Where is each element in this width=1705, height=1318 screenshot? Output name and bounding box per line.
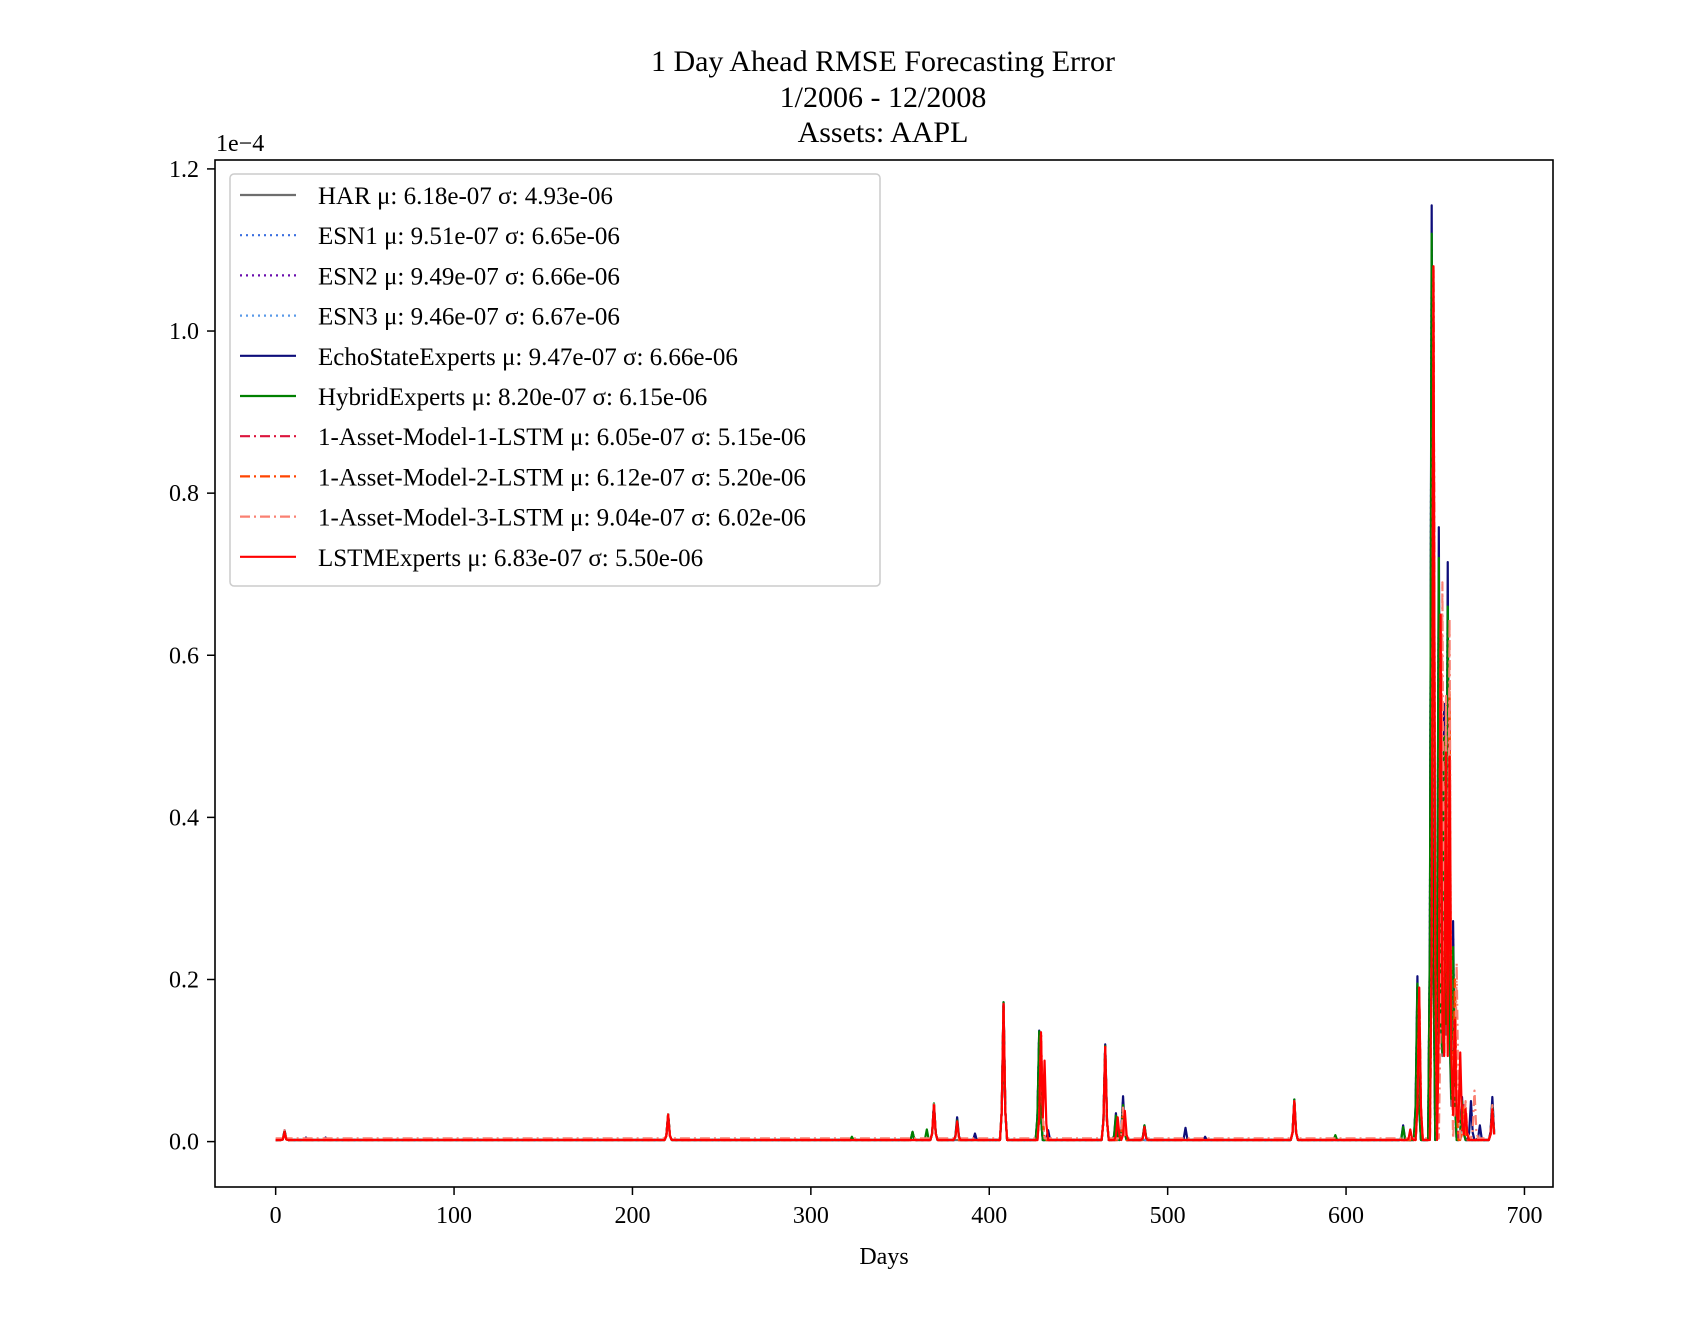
x-tick-label: 600	[1328, 1203, 1364, 1229]
chart-title-line-3: Assets: AAPL	[798, 116, 969, 149]
x-tick-label: 500	[1150, 1203, 1186, 1229]
series-layer	[275, 204, 1496, 1142]
legend-box	[229, 173, 881, 587]
y-tick-label: 0.4	[169, 805, 199, 831]
legend-label: EchoStateExperts μ: 9.47e-07 σ: 6.66e-06	[318, 344, 738, 371]
y-tick-label: 0.2	[169, 967, 199, 993]
x-tick-label: 700	[1506, 1203, 1542, 1229]
legend-label: ESN2 μ: 9.49e-07 σ: 6.66e-06	[318, 263, 620, 290]
legend-label: ESN1 μ: 9.51e-07 σ: 6.65e-06	[318, 223, 620, 250]
y-tick-label: 0.6	[169, 643, 199, 669]
x-axis-label: Days	[859, 1244, 908, 1270]
x-tick-label: 200	[614, 1203, 650, 1229]
legend-label: LSTMExperts μ: 6.83e-07 σ: 5.50e-06	[318, 545, 703, 572]
y-tick-label: 0.0	[169, 1130, 199, 1156]
y-offset-label: 1e−4	[216, 131, 264, 157]
series-line-9	[275, 265, 1496, 1140]
legend-label: HAR μ: 6.18e-07 σ: 4.93e-06	[318, 183, 613, 210]
x-tick-label: 100	[436, 1203, 472, 1229]
legend-label: HybridExperts μ: 8.20e-07 σ: 6.15e-06	[318, 384, 707, 411]
chart-title: 1 Day Ahead RMSE Forecasting Error 1/200…	[651, 45, 1115, 149]
legend: HAR μ: 6.18e-07 σ: 4.93e-06 ESN1 μ: 9.51e…	[229, 173, 881, 587]
legend-label: 1-Asset-Model-1-LSTM μ: 6.05e-07 σ: 5.15…	[318, 424, 806, 451]
y-axis: 0.0 0.2 0.4 0.6 0.8 1.0 1.2	[169, 157, 215, 1156]
x-tick-label: 300	[793, 1203, 829, 1229]
x-tick-label: 0	[270, 1203, 282, 1229]
x-tick-label: 400	[971, 1203, 1007, 1229]
legend-label: 1-Asset-Model-3-LSTM μ: 9.04e-07 σ: 6.02…	[318, 505, 806, 532]
y-tick-label: 1.0	[169, 319, 199, 345]
chart-title-line-2: 1/2006 - 12/2008	[780, 81, 987, 114]
legend-label: 1-Asset-Model-2-LSTM μ: 6.12e-07 σ: 5.20…	[318, 464, 806, 491]
x-axis: 0 100 200 300 400 500 600 700	[270, 1187, 1542, 1229]
series-line-10	[275, 265, 1496, 1142]
y-tick-label: 1.2	[169, 157, 199, 183]
plot-frame	[214, 159, 1554, 1188]
y-tick-label: 0.8	[169, 481, 199, 507]
legend-label: ESN3 μ: 9.46e-07 σ: 6.67e-06	[318, 304, 620, 331]
chart-title-line-1: 1 Day Ahead RMSE Forecasting Error	[651, 45, 1115, 78]
